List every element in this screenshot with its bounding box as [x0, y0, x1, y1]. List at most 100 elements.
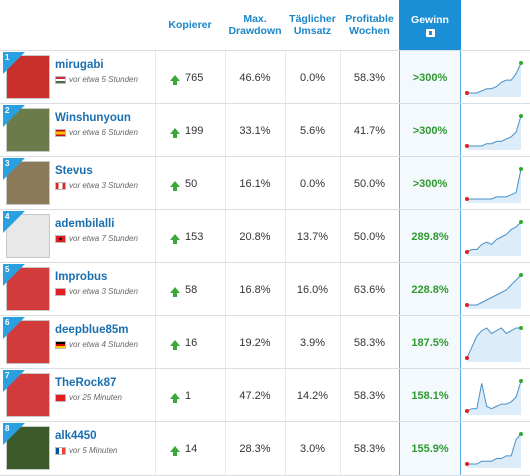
table-row[interactable]: 7 TheRock87 vor 25 Minuten 1 47.2% 14.2%… [0, 368, 530, 422]
header-profitable-weeks[interactable]: Profitable Wochen [340, 0, 399, 50]
gain-value: >300% [412, 177, 448, 190]
header-daily-turnover[interactable]: Täglicher Umsatz [285, 0, 340, 50]
profitable-weeks-value: 50.0% [353, 177, 386, 190]
sparkline-line [467, 274, 522, 306]
performance-sparkline[interactable] [465, 216, 523, 256]
performance-sparkline[interactable] [465, 322, 523, 362]
rank-number: 3 [5, 159, 10, 168]
sparkline-line [466, 327, 521, 359]
header-max-drawdown[interactable]: Max. Drawdown [225, 0, 285, 50]
sparkline-area [467, 63, 521, 97]
gain-cell: 289.8% [399, 210, 461, 263]
table-row[interactable]: 8 alk4450 vor 5 Minuten 14 28.3% 3.0% 58… [0, 421, 530, 476]
daily-turnover-value: 16.0% [296, 283, 329, 296]
table-row[interactable]: 5 Improbus vor etwa 3 Stunden 58 16.8% 1… [0, 262, 530, 316]
performance-sparkline[interactable] [465, 375, 523, 415]
column-divider [340, 50, 341, 476]
sparkline-line [467, 62, 522, 94]
daily-turnover-cell: 13.7% [285, 210, 340, 263]
max-drawdown-value: 47.2% [239, 389, 271, 402]
daily-turnover-value: 0.0% [299, 71, 326, 84]
up-arrow-icon [170, 445, 180, 456]
sparkline-peak-point [519, 326, 523, 330]
copiers-value: 58 [185, 283, 198, 296]
profitable-weeks-cell: 58.3% [340, 422, 399, 475]
sparkline-line [466, 380, 522, 412]
column-divider [155, 50, 156, 476]
daily-turnover-cell: 3.9% [285, 316, 340, 369]
daily-turnover-value: 3.0% [299, 442, 326, 455]
up-arrow-icon [170, 392, 180, 403]
max-drawdown-value: 16.8% [239, 283, 271, 296]
avatar[interactable] [6, 320, 50, 364]
up-arrow-icon [170, 233, 180, 244]
table-row[interactable]: 2 Winshunyoun vor etwa 6 Stunden 199 33.… [0, 103, 530, 157]
rank-badge [3, 52, 25, 74]
sort-icon[interactable] [425, 28, 435, 37]
trader-name[interactable]: mirugabi [55, 59, 104, 71]
performance-sparkline[interactable] [465, 57, 523, 97]
gain-cell: 228.8% [399, 263, 461, 316]
spain-flag [55, 129, 66, 137]
copiers-cell: 199 [155, 104, 225, 157]
max-drawdown-cell: 46.6% [225, 51, 285, 104]
sparkline-start-point [465, 197, 469, 201]
copiers-value: 765 [185, 71, 204, 84]
trader-name[interactable]: deepblue85m [55, 324, 129, 336]
max-drawdown-value: 46.6% [239, 71, 271, 84]
trader-name[interactable]: alk4450 [55, 430, 97, 442]
trader-name[interactable]: TheRock87 [55, 377, 117, 389]
gain-cell: 158.1% [399, 369, 461, 422]
daily-turnover-value: 14.2% [296, 389, 329, 402]
sparkline-start-point [465, 91, 469, 95]
header-copiers[interactable]: Kopierer [155, 0, 225, 50]
sparkline-area [467, 275, 521, 309]
trader-name[interactable]: Improbus [55, 271, 108, 283]
max-drawdown-value: 16.1% [239, 177, 271, 190]
gain-value: 158.1% [411, 389, 449, 402]
rank-number: 2 [5, 106, 10, 115]
header-gain[interactable]: Gewinn [399, 0, 461, 50]
table-header: Kopierer Max. Drawdown Täglicher Umsatz … [0, 0, 530, 50]
daily-turnover-value: 3.9% [299, 336, 326, 349]
performance-sparkline[interactable] [465, 110, 523, 150]
rank-number: 6 [5, 318, 10, 327]
gain-cell: 155.9% [399, 422, 461, 475]
profitable-weeks-cell: 58.3% [340, 369, 399, 422]
profitable-weeks-value: 58.3% [353, 336, 386, 349]
copiers-value: 1 [185, 389, 192, 402]
column-divider [285, 50, 286, 476]
switzerland-flag [55, 394, 66, 402]
sparkline-area [467, 169, 521, 203]
copiers-value: 50 [185, 177, 198, 190]
gain-cell: >300% [399, 157, 461, 210]
performance-sparkline[interactable] [465, 269, 523, 309]
last-seen: vor etwa 3 Stunden [69, 181, 138, 190]
profitable-weeks-cell: 58.3% [340, 51, 399, 104]
last-seen: vor etwa 6 Stunden [69, 128, 138, 137]
performance-sparkline[interactable] [465, 428, 523, 468]
table-row[interactable]: 4 adembilalli vor etwa 7 Stunden 153 20.… [0, 209, 530, 263]
daily-turnover-cell: 3.0% [285, 422, 340, 475]
trader-name[interactable]: Stevus [55, 165, 93, 177]
sparkline-peak-point [519, 273, 523, 277]
sparkline-start-point [465, 462, 469, 466]
performance-sparkline[interactable] [465, 163, 523, 203]
profitable-weeks-value: 63.6% [353, 283, 386, 296]
rank-badge [3, 317, 25, 339]
column-divider [225, 50, 226, 476]
rank-badge [3, 370, 25, 392]
up-arrow-icon [170, 286, 180, 297]
table-row[interactable]: 6 deepblue85m vor etwa 4 Stunden 16 19.2… [0, 315, 530, 369]
gain-value: 187.5% [411, 336, 449, 349]
max-drawdown-value: 33.1% [239, 124, 271, 137]
copiers-cell: 765 [155, 51, 225, 104]
daily-turnover-cell: 16.0% [285, 263, 340, 316]
sparkline-area [467, 222, 521, 256]
copiers-cell: 16 [155, 316, 225, 369]
daily-turnover-cell: 0.0% [285, 51, 340, 104]
table-row[interactable]: 3 Stevus vor etwa 3 Stunden 50 16.1% 0.0… [0, 156, 530, 210]
trader-name[interactable]: Winshunyoun [55, 112, 131, 124]
trader-name[interactable]: adembilalli [55, 218, 115, 230]
table-row[interactable]: 1 mirugabi vor etwa 5 Stunden 765 46.6% … [0, 50, 530, 104]
